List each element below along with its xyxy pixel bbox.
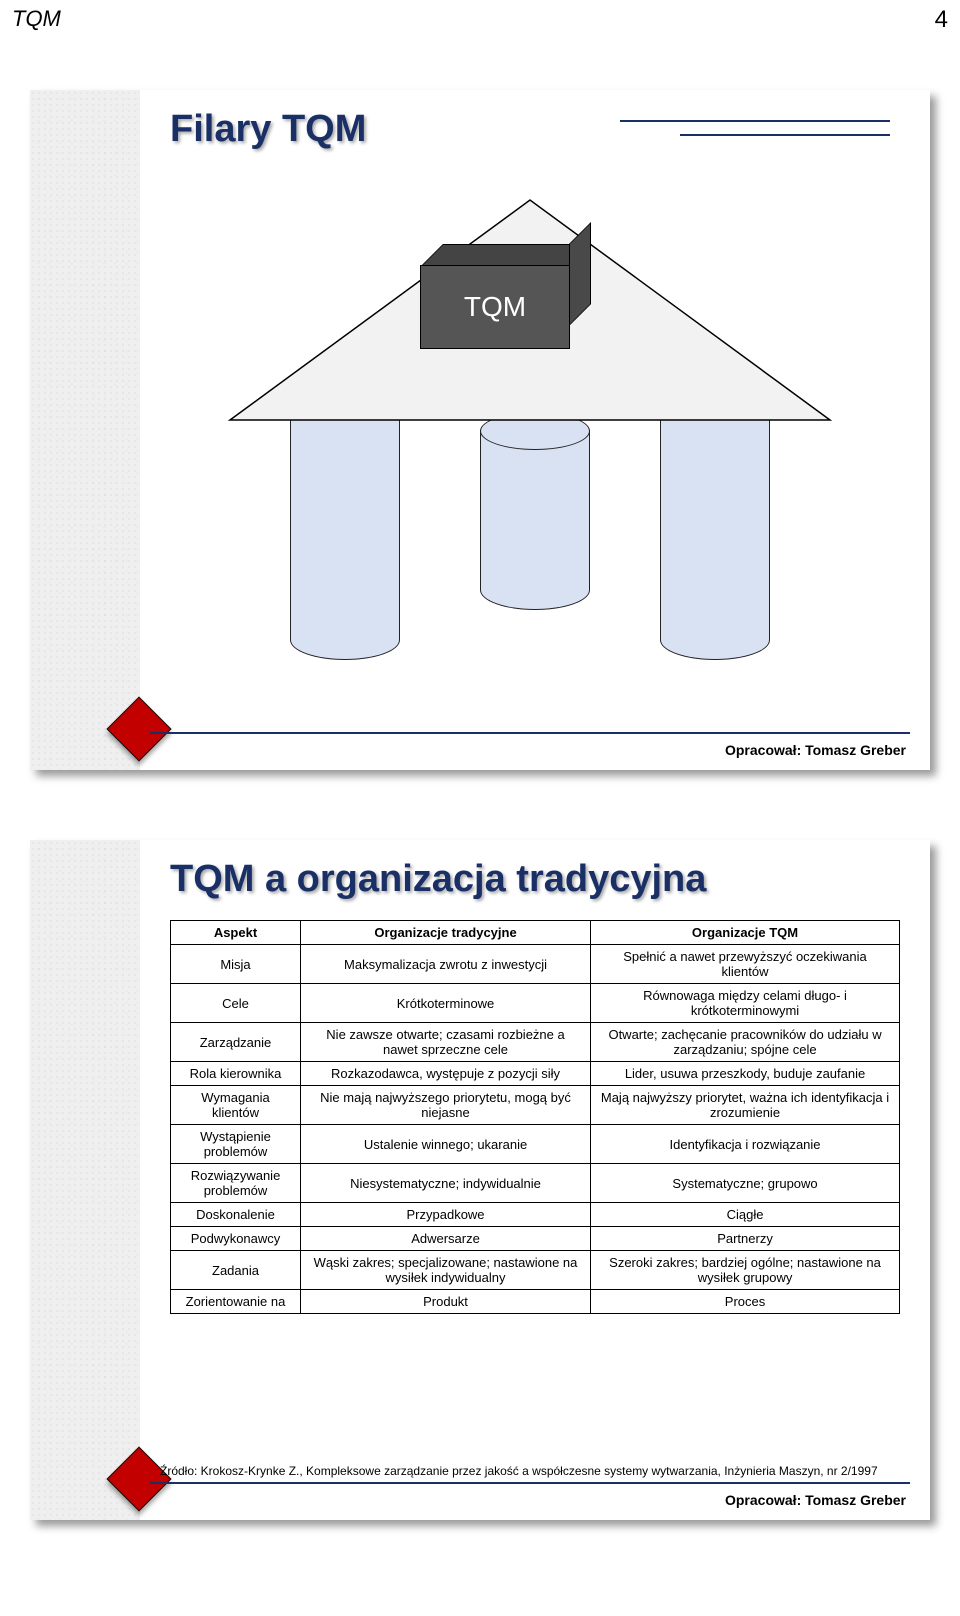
tqm-box-lid (421, 244, 591, 266)
cell-traditional: Ustalenie winnego; ukaranie (301, 1125, 591, 1164)
slide2-source: Źródło: Krokosz-Krynke Z., Kompleksowe z… (160, 1464, 878, 1478)
cell-traditional: Przypadkowe (301, 1203, 591, 1227)
cell-aspect: Zorientowanie na (171, 1290, 301, 1314)
table-row: Wystąpienie problemówUstalenie winnego; … (171, 1125, 900, 1164)
cell-tqm: Identyfikacja i rozwiązanie (591, 1125, 900, 1164)
footer-rule (150, 732, 910, 734)
header-left: TQM (12, 6, 61, 34)
cell-traditional: Adwersarze (301, 1227, 591, 1251)
cell-tqm: Proces (591, 1290, 900, 1314)
slide2-title: TQM a organizacja tradycyjna (170, 858, 706, 901)
cell-tqm: Ciągłe (591, 1203, 900, 1227)
table-row: CeleKrótkoterminoweRównowaga między cela… (171, 984, 900, 1023)
cell-tqm: Otwarte; zachęcanie pracowników do udzia… (591, 1023, 900, 1062)
cell-traditional: Niesystematyczne; indywidualnie (301, 1164, 591, 1203)
slide-marble-strip-2 (30, 840, 140, 1520)
cell-tqm: Spełnić a nawet przewyższyć oczekiwania … (591, 945, 900, 984)
cell-tqm: Równowaga między celami długo- i krótkot… (591, 984, 900, 1023)
slide-marble-strip (30, 90, 140, 770)
cell-traditional: Rozkazodawca, występuje z pozycji siły (301, 1062, 591, 1086)
page-number: 4 (935, 6, 948, 34)
tqm-pillars-diagram: TQM (210, 200, 850, 680)
table-row: Rozwiązywanie problemówNiesystematyczne;… (171, 1164, 900, 1203)
cell-aspect: Wymagania klientów (171, 1086, 301, 1125)
cell-aspect: Rozwiązywanie problemów (171, 1164, 301, 1203)
cell-aspect: Zarządzanie (171, 1023, 301, 1062)
cell-aspect: Doskonalenie (171, 1203, 301, 1227)
cell-tqm: Szeroki zakres; bardziej ogólne; nastawi… (591, 1251, 900, 1290)
table-header-row: Aspekt Organizacje tradycyjne Organizacj… (171, 921, 900, 945)
cell-aspect: Zadania (171, 1251, 301, 1290)
table-row: Rola kierownikaRozkazodawca, występuje z… (171, 1062, 900, 1086)
tqm-box: TQM (420, 265, 570, 349)
slide1-title: Filary TQM (170, 108, 366, 151)
col-trad: Organizacje tradycyjne (301, 921, 591, 945)
page-header: TQM 4 (12, 6, 948, 34)
table-row: Wymagania klientówNie mają najwyższego p… (171, 1086, 900, 1125)
table-row: PodwykonawcyAdwersarzePartnerzy (171, 1227, 900, 1251)
pillar (480, 430, 590, 610)
cell-aspect: Cele (171, 984, 301, 1023)
comparison-table: Aspekt Organizacje tradycyjne Organizacj… (170, 920, 900, 1314)
cell-traditional: Krótkoterminowe (301, 984, 591, 1023)
table-row: Zorientowanie naProduktProces (171, 1290, 900, 1314)
cell-traditional: Produkt (301, 1290, 591, 1314)
slide1-footer: Opracował: Tomasz Greber (725, 742, 906, 758)
title-rule-2 (680, 134, 890, 136)
title-rule (620, 120, 890, 122)
cell-aspect: Rola kierownika (171, 1062, 301, 1086)
table-row: ZarządzanieNie zawsze otwarte; czasami r… (171, 1023, 900, 1062)
cell-aspect: Wystąpienie problemów (171, 1125, 301, 1164)
slide-filary-tqm: Filary TQM TQM Opracował: Tomasz Greber (30, 90, 930, 770)
cell-traditional: Nie mają najwyższego priorytetu, mogą by… (301, 1086, 591, 1125)
table-row: DoskonaleniePrzypadkoweCiągłe (171, 1203, 900, 1227)
col-tqm: Organizacje TQM (591, 921, 900, 945)
cell-traditional: Nie zawsze otwarte; czasami rozbieżne a … (301, 1023, 591, 1062)
cell-aspect: Misja (171, 945, 301, 984)
cell-tqm: Mają najwyższy priorytet, ważna ich iden… (591, 1086, 900, 1125)
col-aspect: Aspekt (171, 921, 301, 945)
cell-tqm: Partnerzy (591, 1227, 900, 1251)
table-row: ZadaniaWąski zakres; specjalizowane; nas… (171, 1251, 900, 1290)
cell-tqm: Systematyczne; grupowo (591, 1164, 900, 1203)
slide-tqm-vs-traditional: TQM a organizacja tradycyjna Aspekt Orga… (30, 840, 930, 1520)
tqm-box-label: TQM (464, 291, 526, 323)
cell-traditional: Wąski zakres; specjalizowane; nastawione… (301, 1251, 591, 1290)
cell-traditional: Maksymalizacja zwrotu z inwestycji (301, 945, 591, 984)
cell-tqm: Lider, usuwa przeszkody, buduje zaufanie (591, 1062, 900, 1086)
cell-aspect: Podwykonawcy (171, 1227, 301, 1251)
table-row: MisjaMaksymalizacja zwrotu z inwestycjiS… (171, 945, 900, 984)
slide2-footer: Opracował: Tomasz Greber (725, 1492, 906, 1508)
footer-rule-2 (150, 1482, 910, 1484)
